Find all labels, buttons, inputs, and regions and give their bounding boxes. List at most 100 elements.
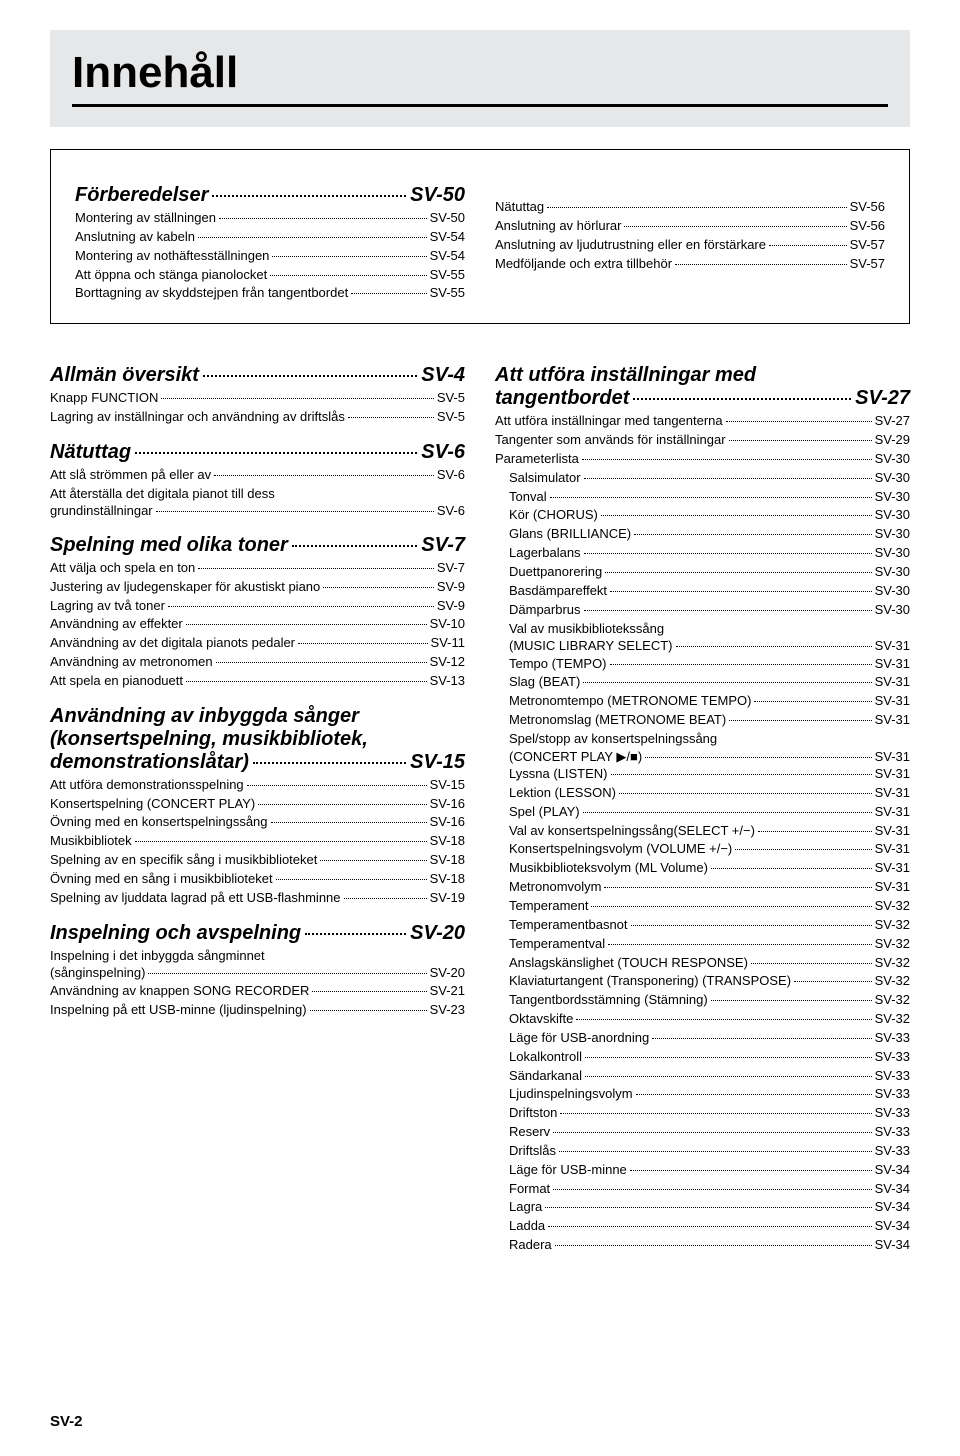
- heading-label: Allmän översikt: [50, 364, 199, 387]
- dot-leader: [729, 720, 871, 721]
- entry-label: Spelning av ljuddata lagrad på ett USB-f…: [50, 889, 341, 908]
- toc-entry: TonvalSV-30: [495, 488, 910, 507]
- section-heading: Användning av inbyggda sånger(konsertspe…: [50, 705, 465, 774]
- entry-label: Kör (CHORUS): [509, 506, 598, 525]
- heading-label: tangentbordet: [495, 387, 629, 410]
- dot-leader: [559, 1151, 872, 1152]
- entry-label: Borttagning av skyddstejpen från tangent…: [75, 284, 348, 303]
- entry-page: SV-31: [875, 637, 910, 655]
- heading-page: SV-15: [410, 751, 465, 774]
- entry-label: Parameterlista: [495, 450, 579, 469]
- dot-leader: [560, 1113, 871, 1114]
- dot-leader: [351, 293, 426, 294]
- entry-label: Metronomtempo (METRONOME TEMPO): [509, 692, 751, 711]
- heading-label: Spelning med olika toner: [50, 534, 288, 557]
- title-rule: [72, 104, 888, 107]
- dot-leader: [601, 515, 872, 516]
- toc-entry: Användning av metronomenSV-12: [50, 653, 465, 672]
- entry-page: SV-31: [875, 692, 910, 711]
- toc-entry: Övning med en konsertspelningssångSV-16: [50, 813, 465, 832]
- heading-page: SV-50: [410, 184, 465, 207]
- dot-leader: [751, 963, 872, 964]
- entry-label: (CONCERT PLAY ▶/■): [509, 748, 642, 766]
- dot-leader: [198, 568, 434, 569]
- dot-leader: [214, 475, 434, 476]
- dot-leader: [344, 898, 427, 899]
- entry-page: SV-32: [875, 991, 910, 1010]
- entry-page: SV-54: [430, 247, 465, 266]
- toc-entry: Lektion (LESSON)SV-31: [495, 784, 910, 803]
- entry-label: Att spela en pianoduett: [50, 672, 183, 691]
- dot-leader: [726, 421, 872, 422]
- page-title: Innehåll: [72, 48, 888, 98]
- entry-label: Radera: [509, 1236, 552, 1255]
- dot-leader: [216, 662, 427, 663]
- entry-page: SV-6: [437, 466, 465, 485]
- dot-leader: [585, 1076, 872, 1077]
- entry-page: SV-32: [875, 916, 910, 935]
- dot-leader: [711, 868, 872, 869]
- entry-label: Duettpanorering: [509, 563, 602, 582]
- toc-entry: SalsimulatorSV-30: [495, 469, 910, 488]
- dot-leader: [320, 860, 426, 861]
- dot-leader: [186, 681, 427, 682]
- entry-page: SV-55: [430, 284, 465, 303]
- toc-entry: Spel/stopp av konsertspelningssång(CONCE…: [495, 730, 910, 765]
- dot-leader: [619, 793, 872, 794]
- entry-label: Montering av nothäftesställningen: [75, 247, 269, 266]
- entry-page: SV-9: [437, 578, 465, 597]
- dot-leader: [186, 624, 427, 625]
- section-heading: NätuttagSV-6: [50, 441, 465, 464]
- toc-entry: Anslutning av hörlurarSV-56: [495, 217, 885, 236]
- entry-page: SV-34: [875, 1236, 910, 1255]
- top-section: FörberedelserSV-50Montering av ställning…: [50, 149, 910, 324]
- heading-line: Att utföra inställningar med: [495, 364, 910, 387]
- entry-label: (MUSIC LIBRARY SELECT): [509, 637, 673, 655]
- main-columns: Allmän översiktSV-4Knapp FUNCTIONSV-5Lag…: [50, 350, 910, 1255]
- dot-leader: [758, 831, 872, 832]
- entry-page: SV-50: [430, 209, 465, 228]
- toc-entry: OktavskifteSV-32: [495, 1010, 910, 1029]
- entry-label: Ljudinspelningsvolym: [509, 1085, 633, 1104]
- entry-page: SV-31: [875, 822, 910, 841]
- dot-leader: [605, 572, 871, 573]
- entry-label: Basdämpareffekt: [509, 582, 607, 601]
- heading-line: Användning av inbyggda sånger: [50, 705, 465, 728]
- toc-entry: Radera SV-34: [495, 1236, 910, 1255]
- dot-leader: [271, 822, 427, 823]
- entry-label: Läge för USB-anordning: [509, 1029, 649, 1048]
- dot-leader: [253, 762, 406, 764]
- toc-entry: Lagring av inställningar och användning …: [50, 408, 465, 427]
- entry-label: Salsimulator: [509, 469, 581, 488]
- entry-page: SV-13: [430, 672, 465, 691]
- toc-entry: DuettpanoreringSV-30: [495, 563, 910, 582]
- entry-page: SV-30: [875, 544, 910, 563]
- dot-leader: [312, 991, 426, 992]
- heading-label: Inspelning och avspelning: [50, 922, 301, 945]
- dot-leader: [675, 264, 847, 265]
- right-column: Att utföra inställningar medtangentborde…: [495, 350, 910, 1255]
- toc-entry: Tempo (TEMPO)SV-31: [495, 655, 910, 674]
- dot-leader: [545, 1207, 871, 1208]
- toc-entry: Musikbiblioteksvolym (ML Volume)SV-31: [495, 859, 910, 878]
- heading-page: SV-4: [421, 364, 465, 387]
- heading-label: Nätuttag: [50, 441, 131, 464]
- toc-entry: TemperamentSV-32: [495, 897, 910, 916]
- dot-leader: [156, 511, 434, 512]
- toc-entry: Tangentbordsstämning (Stämning)SV-32: [495, 991, 910, 1010]
- toc-entry: NätuttagSV-56: [495, 198, 885, 217]
- dot-leader: [729, 440, 872, 441]
- dot-leader: [610, 664, 872, 665]
- entry-line: Spel/stopp av konsertspelningssång: [509, 730, 910, 748]
- entry-label: Tempo (TEMPO): [509, 655, 607, 674]
- entry-label: Läge för USB-minne: [509, 1161, 627, 1180]
- toc-entry: Inspelning i det inbyggda sångminnet(sån…: [50, 947, 465, 982]
- entry-page: SV-11: [431, 634, 465, 653]
- toc-entry: Att utföra demonstrationsspelningSV-15: [50, 776, 465, 795]
- toc-entry: Slag (BEAT)SV-31: [495, 673, 910, 692]
- dot-leader: [636, 1094, 872, 1095]
- entry-label: Temperamentval: [509, 935, 605, 954]
- toc-entry: Att öppna och stänga pianolocketSV-55: [75, 266, 465, 285]
- toc-entry: Konsertspelning (CONCERT PLAY)SV-16: [50, 795, 465, 814]
- entry-label: Användning av effekter: [50, 615, 183, 634]
